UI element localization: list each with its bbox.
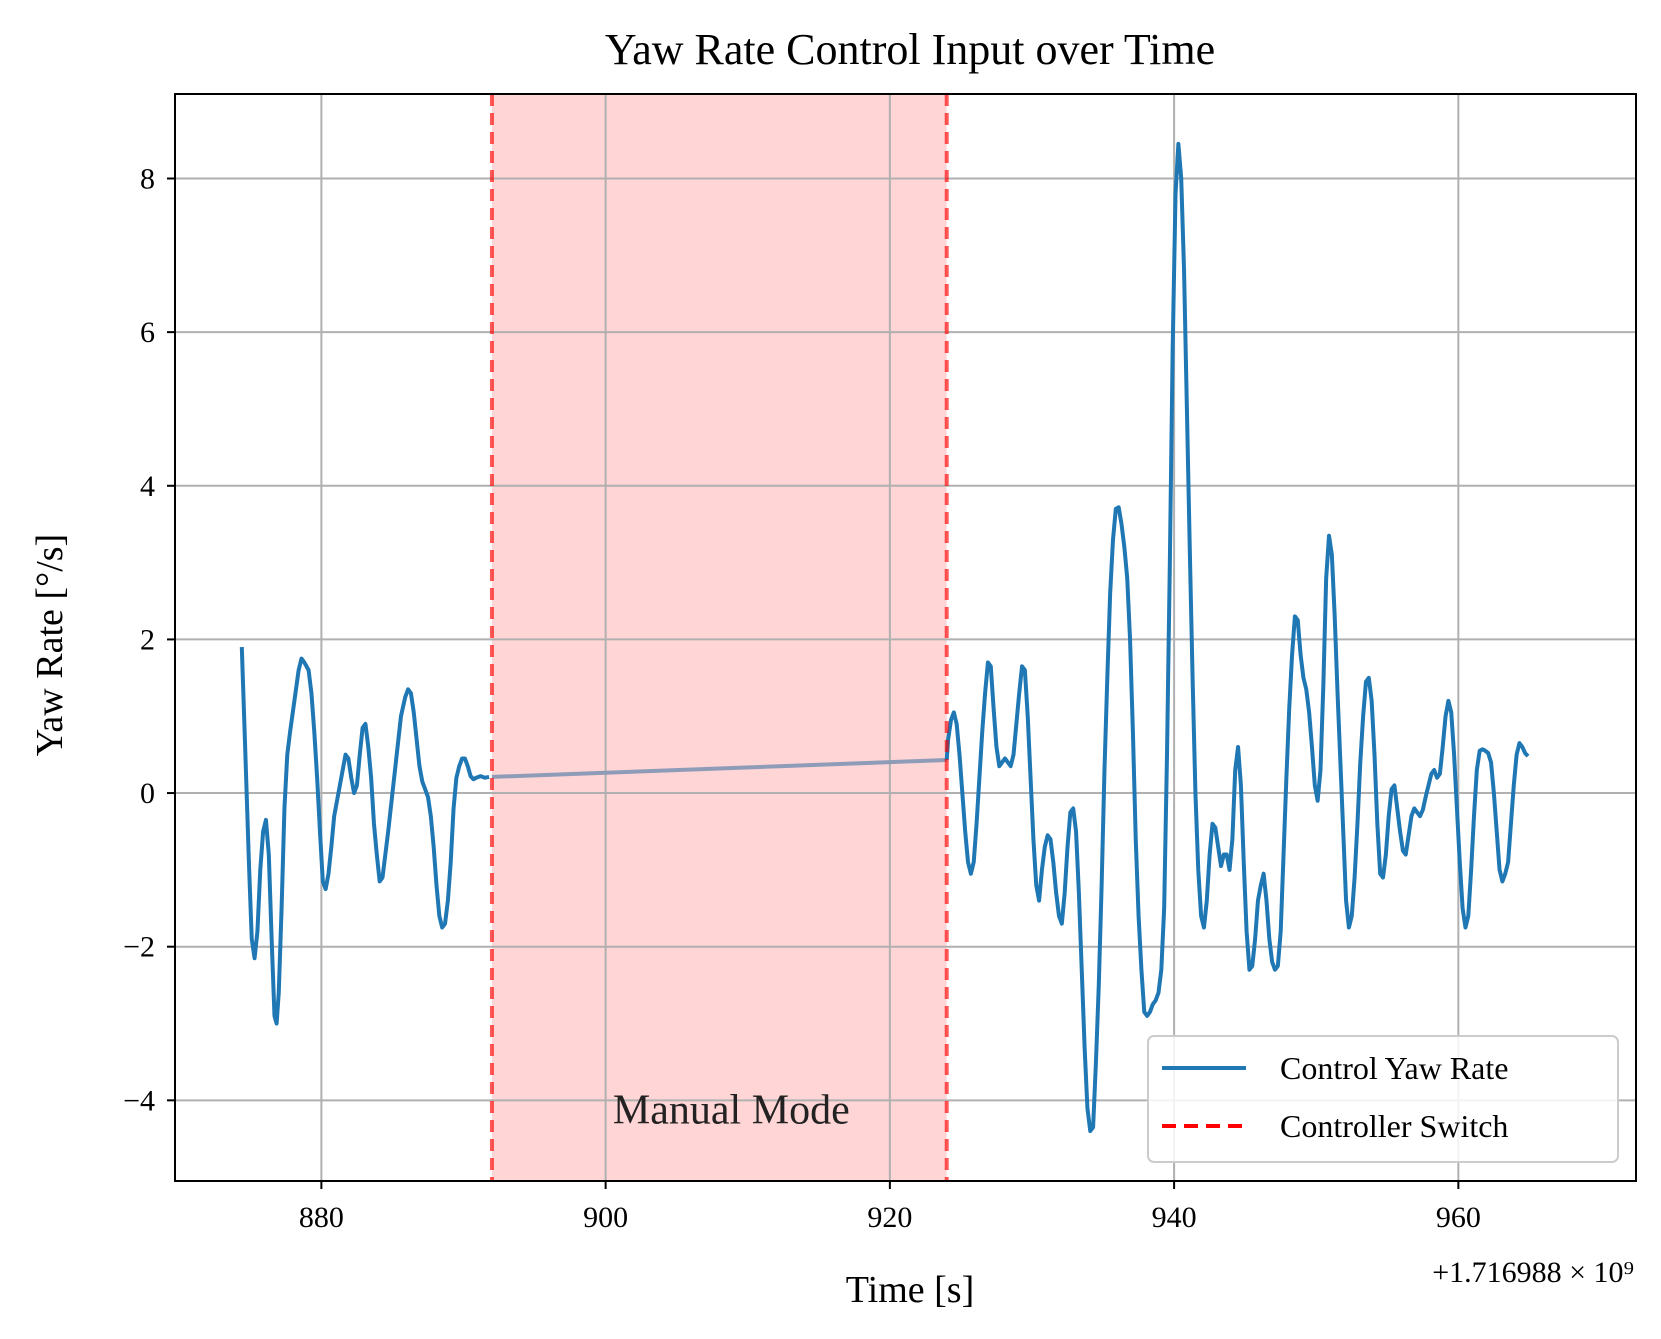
y-tick-label-4: 4 (140, 470, 155, 503)
y-tick-label--2: −2 (123, 931, 155, 964)
x-tick-label-960: 960 (1436, 1201, 1481, 1234)
series-line-control-yaw-rate-2 (944, 141, 1530, 1134)
x-tick-label-920: 920 (867, 1201, 912, 1234)
x-tick-label-900: 900 (583, 1201, 628, 1234)
y-tick-label-2: 2 (140, 623, 155, 656)
manual-mode-region (491, 94, 947, 1181)
series-line-control-yaw-rate-1 (239, 647, 490, 1026)
grid-lines (175, 94, 1636, 1181)
x-offset-label: +1.716988 × 10⁹ (1432, 1256, 1634, 1289)
legend-label-controller-switch: Controller Switch (1280, 1108, 1508, 1144)
series-group (239, 141, 1530, 1134)
y-tick-label-6: 6 (140, 316, 155, 349)
chart-title: Yaw Rate Control Input over Time (605, 25, 1215, 74)
manual-mode-label: Manual Mode (613, 1087, 850, 1133)
x-tick-label-940: 940 (1152, 1201, 1197, 1234)
axis-ticks: 880 900 920 940 960 −4 −2 0 2 4 6 8 (123, 163, 1481, 1234)
legend-box (1147, 1035, 1619, 1163)
x-tick-label-880: 880 (299, 1201, 344, 1234)
legend-label-control-yaw-rate: Control Yaw Rate (1280, 1050, 1508, 1086)
series-line-manual-interpolation (491, 758, 947, 779)
legend: Control Yaw Rate Controller Switch (1147, 1035, 1619, 1163)
controller-switch-lines (489, 94, 949, 1181)
x-axis-label: Time [s] (846, 1269, 974, 1311)
y-axis-label: Yaw Rate [°/s] (29, 534, 71, 756)
y-tick-label--4: −4 (123, 1084, 155, 1117)
y-tick-label-0: 0 (140, 777, 155, 810)
plot-frame (174, 93, 1637, 1182)
y-tick-label-8: 8 (140, 163, 155, 196)
